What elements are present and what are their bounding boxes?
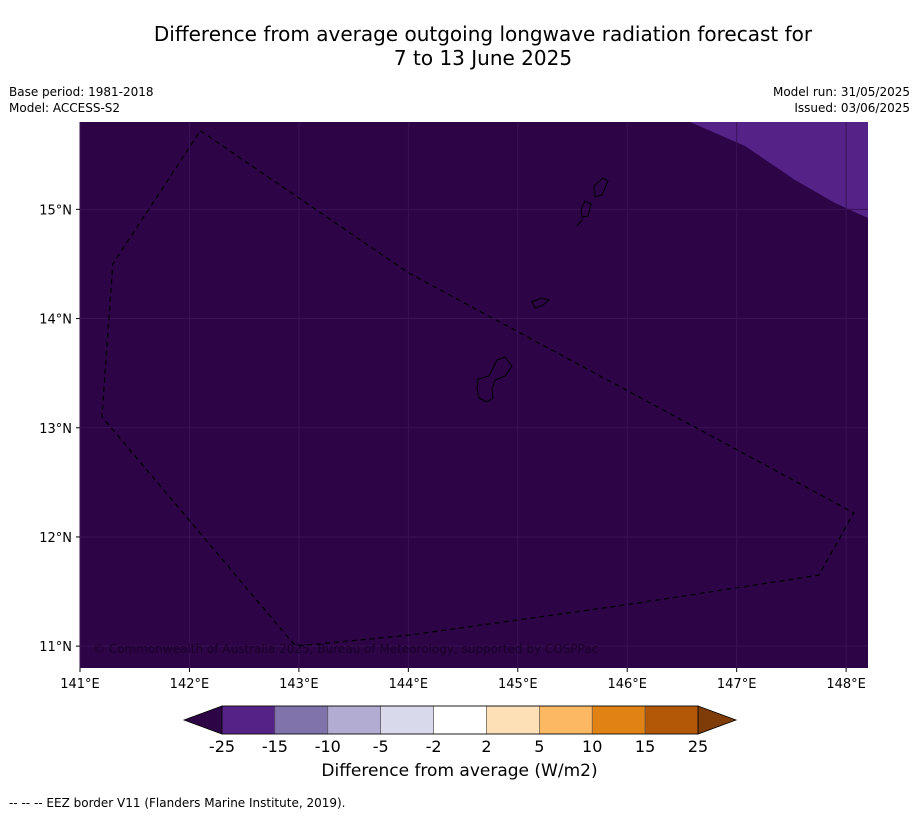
island-rota <box>531 297 551 309</box>
anomaly-region <box>690 122 868 218</box>
colorbar-over-arrow <box>697 705 738 735</box>
colorbar-segment <box>221 705 276 735</box>
map-background <box>80 122 868 668</box>
islands <box>476 177 609 403</box>
colorbar-tick-label: 2 <box>481 737 491 756</box>
lat-tick-label: 13°N <box>39 422 72 437</box>
eez-footnote: -- -- -- EEZ border V11 (Flanders Marine… <box>9 796 346 810</box>
colorbar-tick-label: 25 <box>688 737 708 756</box>
issued-date: Issued: 03/06/2025 <box>794 101 910 115</box>
colorbar-frame <box>221 705 699 735</box>
copyright-text: © Commonwealth of Australia 2025, Bureau… <box>93 642 598 656</box>
colorbar-tick-label: -2 <box>426 737 442 756</box>
lon-tick-label: 146°E <box>607 677 647 692</box>
meta-left: Base period: 1981-2018 Model: ACCESS-S2 <box>9 84 154 116</box>
lon-tick-label: 145°E <box>498 677 538 692</box>
colorbar-segment <box>644 705 699 735</box>
colorbar-tick-label: -15 <box>262 737 288 756</box>
colorbar-segment <box>486 705 540 735</box>
lon-tick-label: 142°E <box>170 677 210 692</box>
lon-tick-label: 144°E <box>389 677 429 692</box>
colorbar-under-arrow <box>182 705 223 735</box>
axes-layer: 141°E 142°E 143°E 144°E 145°E 146°E 147°E 148°E… <box>39 203 866 692</box>
lat-tick-label: 15°N <box>39 203 72 218</box>
island-guam <box>476 356 513 403</box>
colorbar-tick-label: 5 <box>534 737 544 756</box>
colorbar-tick-label: -10 <box>315 737 341 756</box>
colorbar-segment <box>380 705 434 735</box>
colorbar-segment <box>327 705 381 735</box>
colorbar-tick-label: 15 <box>635 737 655 756</box>
lon-tick-label: 148°E <box>826 677 866 692</box>
colorbar-segment <box>433 705 487 735</box>
colorbar-tick-label: 10 <box>582 737 602 756</box>
lat-tick-label: 11°N <box>39 640 72 655</box>
lon-tick-label: 141°E <box>60 677 100 692</box>
lat-tick-label: 14°N <box>39 313 72 328</box>
base-period: Base period: 1981-2018 <box>9 85 154 99</box>
title-line-2: 7 to 13 June 2025 <box>393 46 573 70</box>
colorbar-tick-label: -5 <box>373 737 389 756</box>
chart-title: Difference from average outgoing longwav… <box>0 22 919 70</box>
lat-tick-label: 12°N <box>39 531 72 546</box>
island-tinian <box>580 200 592 218</box>
colorbar-segment <box>539 705 593 735</box>
model-run: Model run: 31/05/2025 <box>772 85 910 99</box>
meta-right: Model run: 31/05/2025 Issued: 03/06/2025 <box>773 84 910 116</box>
island-spit <box>576 218 584 227</box>
colorbar: -25 -15 -10 -5 -2 2 5 10 15 25 <box>182 705 738 756</box>
colorbar-segment <box>274 705 329 735</box>
map-layer: © Commonwealth of Australia 2025, Bureau… <box>79 122 868 668</box>
model-name: Model: ACCESS-S2 <box>9 101 121 115</box>
colorbar-segment <box>591 705 646 735</box>
lon-tick-label: 147°E <box>717 677 757 692</box>
island-saipan <box>593 177 609 198</box>
colorbar-tick-label: -25 <box>209 737 235 756</box>
lon-tick-label: 143°E <box>279 677 319 692</box>
colorbar-label: Difference from average (W/m2) <box>321 761 598 781</box>
title-line-1: Difference from average outgoing longwav… <box>153 22 813 46</box>
